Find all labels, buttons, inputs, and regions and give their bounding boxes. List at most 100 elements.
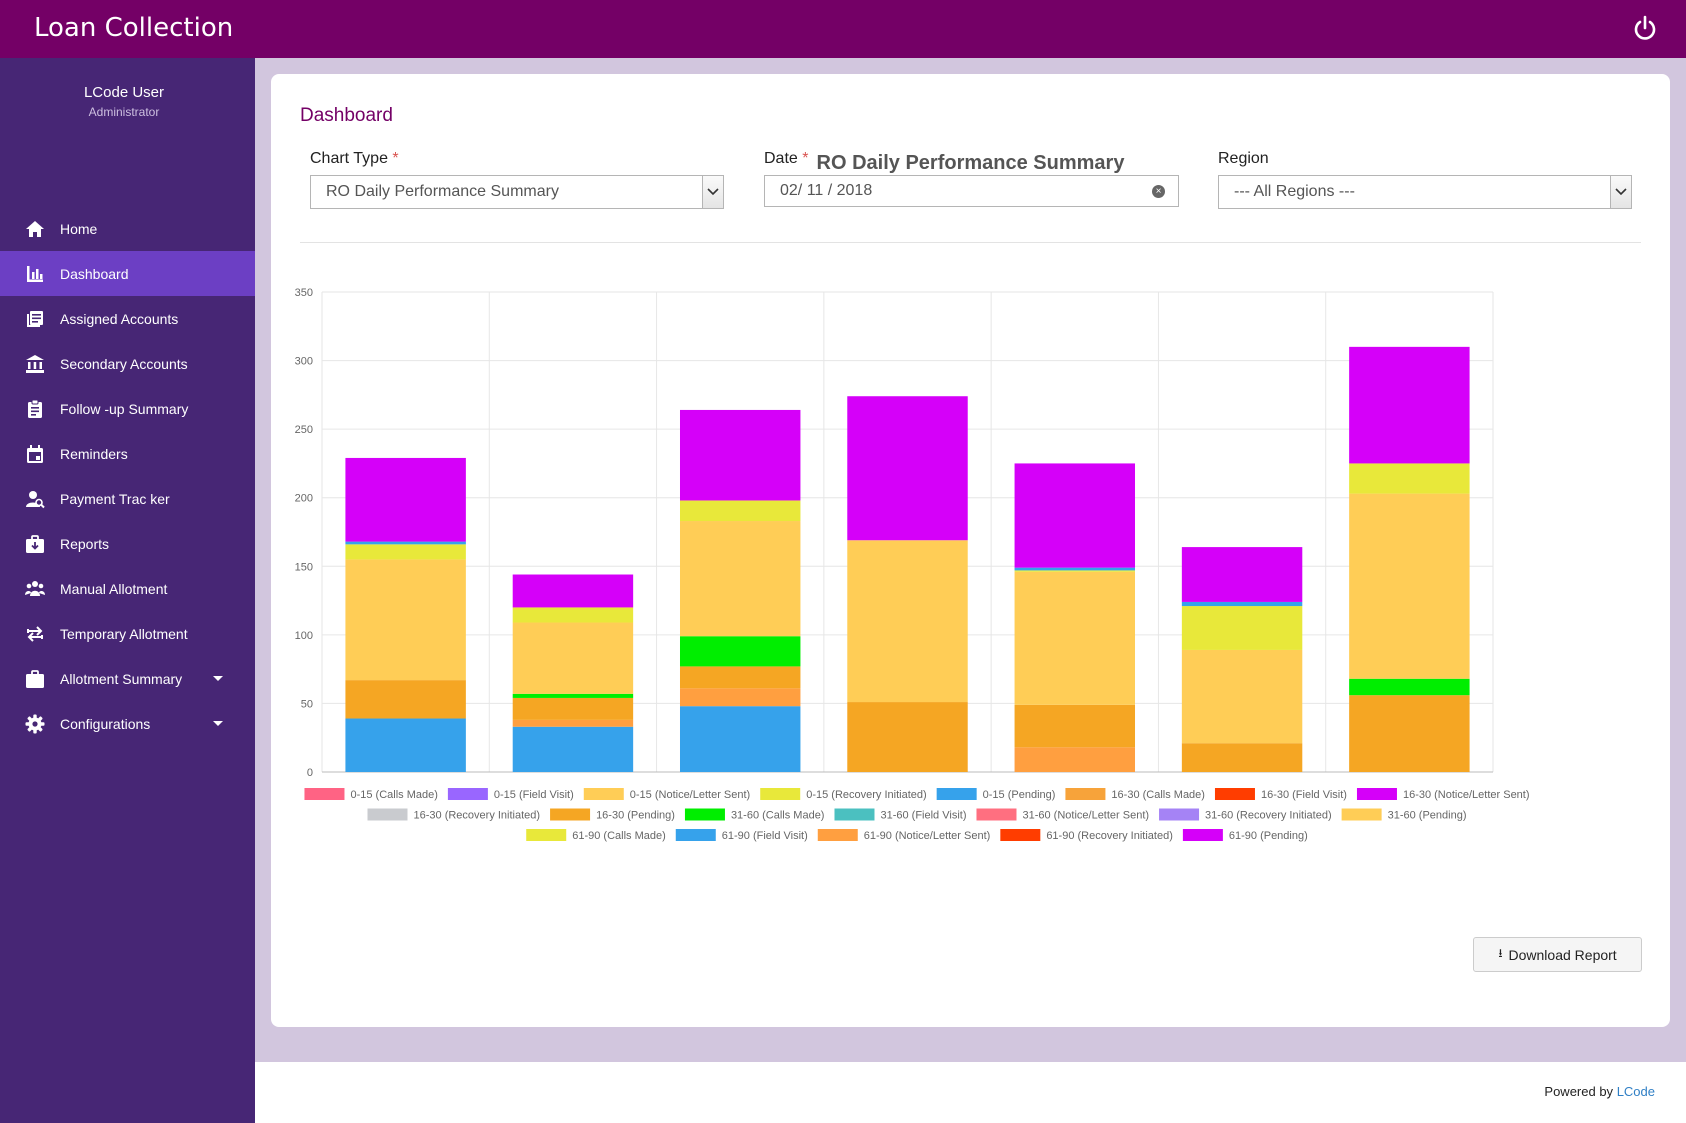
bar-segment bbox=[512, 693, 634, 698]
powered-by-text: Powered by bbox=[1544, 1084, 1614, 1099]
required-mark: * bbox=[802, 150, 809, 167]
legend-swatch bbox=[1214, 788, 1255, 800]
chart-title: RO Daily Performance Summary bbox=[816, 152, 1125, 174]
download-report-button[interactable]: ⭳ Download Report bbox=[1473, 937, 1642, 972]
sidebar-item-label: Configurations bbox=[60, 715, 151, 732]
legend-swatch bbox=[1159, 808, 1200, 821]
bar-segment bbox=[679, 706, 801, 772]
user-role: Administrator bbox=[88, 105, 160, 119]
briefcase-icon bbox=[25, 669, 45, 689]
chart-type-label-text: Chart Type bbox=[310, 150, 388, 167]
bar-segment bbox=[679, 521, 801, 637]
sidebar-item-label: Allotment Summary bbox=[60, 670, 183, 687]
region-select[interactable]: --- All Regions --- bbox=[1218, 175, 1632, 209]
sidebar-item-temporary-allotment[interactable]: Temporary Allotment bbox=[0, 611, 255, 656]
user-name: LCode User bbox=[83, 84, 165, 101]
legend-swatch bbox=[684, 808, 725, 821]
bar-segment bbox=[1014, 463, 1136, 568]
sidebar-item-reports[interactable]: Reports bbox=[0, 521, 255, 566]
sidebar-item-label: Manual Allotment bbox=[60, 580, 168, 597]
y-tick-label: 200 bbox=[295, 493, 313, 505]
legend-label: 61-90 (Pending) bbox=[1229, 830, 1308, 842]
bar-segment bbox=[1349, 346, 1470, 464]
sidebar-item-follow-up-summary[interactable]: Follow -up Summary bbox=[0, 386, 255, 431]
legend-swatch bbox=[675, 829, 716, 841]
person-search-icon bbox=[25, 489, 45, 509]
legend-label: 31-60 (Notice/Letter Sent) bbox=[1022, 810, 1149, 822]
bank-icon bbox=[25, 354, 45, 374]
sidebar-item-allotment-summary[interactable]: Allotment Summary bbox=[0, 656, 255, 701]
sidebar-item-label: Secondary Accounts bbox=[60, 355, 188, 372]
legend-label: 31-60 (Recovery Initiated) bbox=[1205, 810, 1332, 822]
stacked-bar-chart: 0 50 100 150 200 250 300 350 0-15 (Calls Made) 0-… bbox=[295, 287, 1530, 842]
sidebar-item-home[interactable]: Home bbox=[0, 206, 255, 251]
chevron-down-icon[interactable] bbox=[702, 176, 723, 208]
power-icon[interactable] bbox=[1630, 13, 1660, 43]
date-input[interactable]: 02/ 11 / 2018 × bbox=[764, 175, 1179, 207]
legend-label: 61-90 (Notice/Letter Sent) bbox=[864, 830, 991, 842]
swap-icon bbox=[25, 624, 45, 644]
footer: Powered by LCode bbox=[255, 1062, 1686, 1123]
chart-type-select[interactable]: RO Daily Performance Summary bbox=[310, 175, 724, 209]
legend-label: 16-30 (Field Visit) bbox=[1261, 789, 1347, 801]
sidebar-item-label: Temporary Allotment bbox=[60, 625, 188, 642]
bar-segment bbox=[1181, 601, 1303, 607]
list-icon bbox=[25, 309, 45, 329]
bar-segment bbox=[1014, 571, 1136, 705]
sidebar-item-manual-allotment[interactable]: Manual Allotment bbox=[0, 566, 255, 611]
chevron-down-icon[interactable] bbox=[213, 721, 223, 726]
lcode-link[interactable]: LCode bbox=[1616, 1084, 1655, 1099]
legend-label: 61-90 (Field Visit) bbox=[722, 830, 808, 842]
legend-label: 31-60 (Pending) bbox=[1388, 810, 1467, 822]
home-icon bbox=[25, 219, 45, 239]
legend-label: 61-90 (Calls Made) bbox=[572, 830, 666, 842]
bar-segment bbox=[345, 457, 466, 542]
bar-segment bbox=[512, 697, 634, 720]
bar-segment bbox=[1014, 747, 1136, 772]
legend-swatch bbox=[760, 788, 801, 800]
chevron-down-icon[interactable] bbox=[1610, 176, 1631, 208]
bar-segment bbox=[679, 688, 801, 707]
legend-swatch bbox=[1065, 788, 1106, 800]
legend-swatch bbox=[817, 829, 858, 841]
bar-segment bbox=[345, 541, 466, 545]
bar-segment bbox=[512, 719, 634, 727]
sidebar-nav: Home Dashboard Assigned Accounts Seconda… bbox=[0, 206, 255, 746]
sidebar-item-assigned-accounts[interactable]: Assigned Accounts bbox=[0, 296, 255, 341]
sidebar-item-configurations[interactable]: Configurations bbox=[0, 701, 255, 746]
bar-segment bbox=[1349, 463, 1470, 494]
download-icon: ⭳ bbox=[1498, 946, 1503, 960]
legend-swatch bbox=[1000, 829, 1041, 841]
sidebar-item-label: Home bbox=[60, 220, 98, 237]
bar-segment bbox=[1181, 606, 1303, 650]
legend-label: 0-15 (Notice/Letter Sent) bbox=[630, 789, 750, 801]
legend-label: 16-30 (Recovery Initiated) bbox=[414, 810, 541, 822]
bar-segment bbox=[1181, 743, 1303, 772]
bar-segment bbox=[679, 666, 801, 689]
bar-segment bbox=[512, 622, 634, 694]
bar-segment bbox=[1014, 704, 1136, 748]
y-tick-label: 0 bbox=[307, 767, 313, 779]
legend-swatch bbox=[1356, 788, 1397, 800]
sidebar-item-secondary-accounts[interactable]: Secondary Accounts bbox=[0, 341, 255, 386]
chevron-down-icon[interactable] bbox=[213, 676, 223, 681]
bar-segment bbox=[345, 544, 466, 560]
bar-segment bbox=[1349, 678, 1470, 696]
sidebar-item-label: Payment Trac ker bbox=[60, 490, 170, 507]
sidebar-item-label: Reports bbox=[60, 535, 110, 552]
bar-segment bbox=[1014, 570, 1136, 572]
legend-label: 0-15 (Calls Made) bbox=[350, 789, 437, 801]
bar-segment bbox=[1181, 649, 1303, 744]
y-tick-label: 250 bbox=[295, 424, 313, 436]
y-tick-label: 350 bbox=[295, 287, 313, 299]
bar-segment bbox=[512, 574, 634, 608]
sidebar-item-payment-tracker[interactable]: Payment Trac ker bbox=[0, 476, 255, 521]
sidebar-item-reminders[interactable]: Reminders bbox=[0, 431, 255, 476]
sidebar-item-dashboard[interactable]: Dashboard bbox=[0, 251, 255, 296]
y-tick-label: 300 bbox=[295, 356, 313, 368]
bar-segment bbox=[679, 409, 801, 501]
y-tick-label: 50 bbox=[301, 698, 313, 710]
bar-segment bbox=[679, 636, 801, 667]
bar-segment bbox=[847, 396, 968, 541]
clear-icon[interactable]: × bbox=[1152, 185, 1165, 198]
